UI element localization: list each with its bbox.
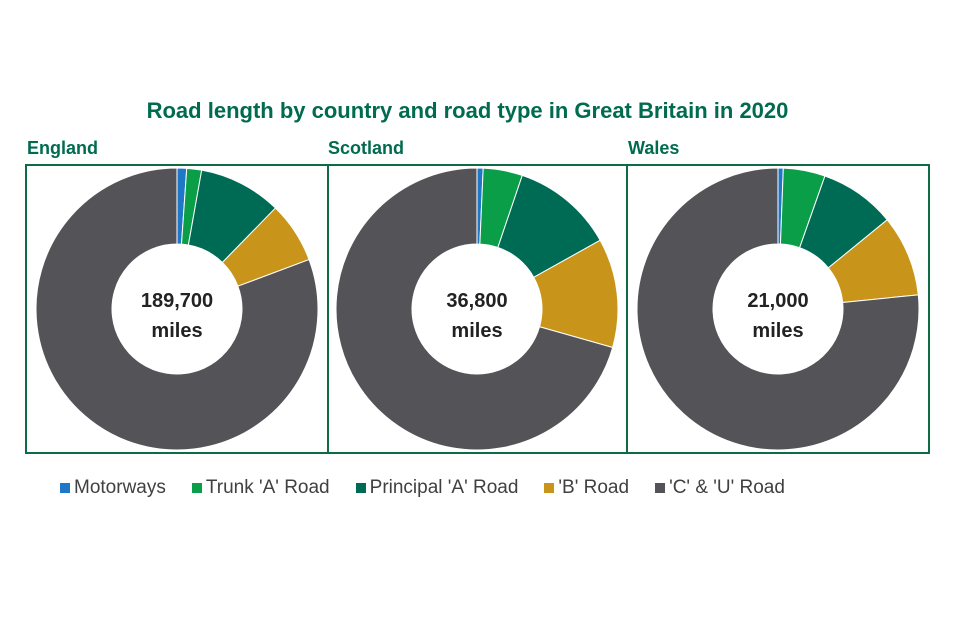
legend: Motorways Trunk 'A' Road Principal 'A' R… [60, 476, 785, 500]
legend-item-trunk-a-road: Trunk 'A' Road [191, 477, 330, 499]
legend-label: 'C' & 'U' Road [669, 477, 785, 498]
legend-label: Trunk 'A' Road [205, 477, 330, 498]
chart-panels: 189,700 miles 36,800 miles 21,000 miles [25, 164, 930, 454]
legend-item-b-road: 'B' Road [544, 477, 629, 499]
legend-item-c-u-road: 'C' & 'U' Road [655, 477, 785, 499]
slice-c-u-road [35, 167, 319, 451]
donut-chart-scotland: 36,800 miles [335, 167, 619, 451]
panel-divider [327, 166, 329, 452]
chart-title: Road length by country and road type in … [146, 98, 789, 123]
panel-label-wales: Wales [628, 138, 680, 158]
legend-label: Principal 'A' Road [369, 477, 519, 498]
legend-label: Motorways [74, 477, 166, 498]
legend-swatch [191, 483, 202, 493]
legend-label: 'B' Road [558, 477, 630, 498]
slice-c-u-road [335, 167, 614, 451]
center-total-value: 189,700 [141, 290, 213, 312]
legend-item-motorways: Motorways [60, 477, 166, 499]
panel-label-scotland: Scotland [328, 138, 405, 158]
center-total-value: 21,000 [747, 290, 808, 312]
center-total-value: 36,800 [446, 290, 507, 312]
panel-label-england: England [27, 138, 98, 158]
center-total-unit: miles [752, 320, 803, 342]
center-total-unit: miles [151, 320, 202, 342]
donut-chart-wales: 21,000 miles [636, 167, 920, 451]
legend-swatch [355, 483, 366, 493]
slice-c-u-road [636, 167, 920, 451]
legend-swatch [544, 483, 555, 493]
panel-divider [626, 166, 628, 452]
legend-swatch [60, 483, 70, 493]
legend-swatch [655, 483, 666, 493]
legend-item-principal-a-road: Principal 'A' Road [355, 477, 519, 499]
center-total-unit: miles [451, 320, 502, 342]
donut-chart-england: 189,700 miles [35, 167, 319, 451]
